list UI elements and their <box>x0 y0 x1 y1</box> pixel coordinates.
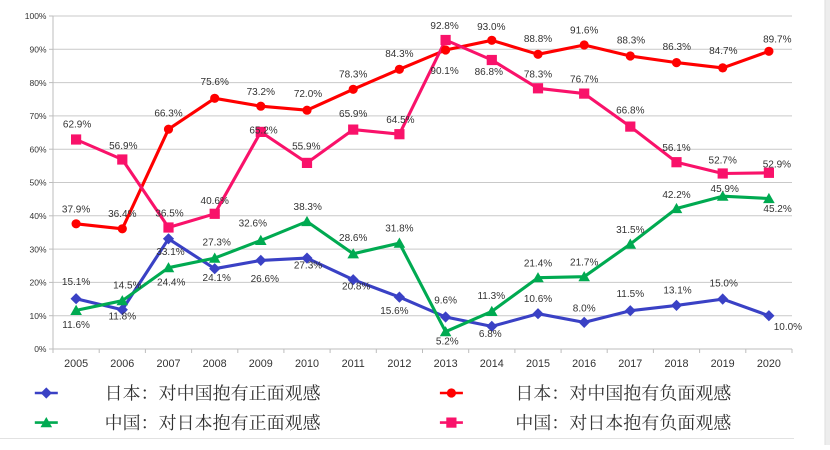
svg-text:11.3%: 11.3% <box>477 291 505 302</box>
svg-text:65.2%: 65.2% <box>249 125 277 136</box>
svg-text:2018: 2018 <box>664 358 688 370</box>
svg-text:90%: 90% <box>29 45 46 55</box>
svg-text:11.5%: 11.5% <box>616 289 644 300</box>
svg-text:2016: 2016 <box>572 358 596 370</box>
svg-text:31.5%: 31.5% <box>616 225 644 236</box>
svg-text:75.6%: 75.6% <box>201 77 229 88</box>
svg-text:40.6%: 40.6% <box>201 196 229 207</box>
svg-text:91.6%: 91.6% <box>570 25 598 36</box>
svg-text:14.5%: 14.5% <box>113 280 141 291</box>
svg-text:2006: 2006 <box>110 358 134 370</box>
svg-text:0%: 0% <box>34 344 47 354</box>
svg-text:26.6%: 26.6% <box>251 274 279 285</box>
svg-text:37.9%: 37.9% <box>62 204 90 215</box>
svg-text:10.0%: 10.0% <box>774 322 802 333</box>
svg-text:10%: 10% <box>29 311 46 321</box>
svg-text:40%: 40% <box>29 211 46 221</box>
svg-text:31.8%: 31.8% <box>385 224 413 235</box>
svg-text:36.4%: 36.4% <box>108 209 136 220</box>
svg-text:88.8%: 88.8% <box>524 34 552 45</box>
svg-text:84.3%: 84.3% <box>385 49 413 60</box>
svg-text:89.7%: 89.7% <box>763 35 791 46</box>
svg-text:72.0%: 72.0% <box>294 89 322 100</box>
svg-text:36.5%: 36.5% <box>155 209 183 220</box>
svg-text:52.9%: 52.9% <box>763 159 791 170</box>
svg-text:20.8%: 20.8% <box>342 282 370 293</box>
svg-text:33.1%: 33.1% <box>156 247 184 258</box>
svg-text:2012: 2012 <box>387 358 411 370</box>
svg-text:11.8%: 11.8% <box>108 312 136 323</box>
svg-text:88.3%: 88.3% <box>617 36 645 47</box>
svg-text:78.3%: 78.3% <box>339 70 367 81</box>
svg-text:10.6%: 10.6% <box>524 294 552 305</box>
svg-text:86.8%: 86.8% <box>475 67 503 78</box>
svg-text:20%: 20% <box>29 278 46 288</box>
svg-text:45.9%: 45.9% <box>711 184 739 195</box>
svg-text:70%: 70% <box>29 111 46 121</box>
svg-text:93.0%: 93.0% <box>477 22 505 33</box>
svg-text:50%: 50% <box>29 178 46 188</box>
svg-text:2014: 2014 <box>480 358 504 370</box>
svg-text:2020: 2020 <box>757 358 781 370</box>
svg-text:2011: 2011 <box>342 358 365 370</box>
svg-text:66.8%: 66.8% <box>616 106 644 117</box>
svg-text:2008: 2008 <box>203 358 227 370</box>
svg-text:42.2%: 42.2% <box>662 190 690 201</box>
svg-text:13.1%: 13.1% <box>663 285 691 296</box>
svg-text:92.8%: 92.8% <box>430 21 458 32</box>
svg-text:11.6%: 11.6% <box>62 320 90 331</box>
svg-text:45.2%: 45.2% <box>763 204 791 215</box>
svg-text:5.2%: 5.2% <box>436 337 459 348</box>
svg-text:65.9%: 65.9% <box>339 109 367 120</box>
svg-text:32.6%: 32.6% <box>239 219 267 230</box>
svg-text:56.9%: 56.9% <box>109 141 137 152</box>
svg-text:8.0%: 8.0% <box>573 303 596 314</box>
svg-text:73.2%: 73.2% <box>247 87 275 98</box>
svg-text:21.7%: 21.7% <box>570 257 598 268</box>
svg-text:64.5%: 64.5% <box>386 115 414 126</box>
svg-text:2009: 2009 <box>249 358 273 370</box>
svg-text:55.9%: 55.9% <box>292 141 320 152</box>
svg-text:30%: 30% <box>29 244 46 254</box>
svg-text:24.4%: 24.4% <box>157 278 185 289</box>
svg-text:15.0%: 15.0% <box>710 278 738 289</box>
svg-text:15.1%: 15.1% <box>62 277 90 288</box>
svg-text:24.1%: 24.1% <box>203 273 231 284</box>
svg-text:100%: 100% <box>25 11 47 21</box>
svg-text:2010: 2010 <box>295 358 319 370</box>
svg-text:56.1%: 56.1% <box>662 143 690 154</box>
svg-text:60%: 60% <box>29 144 46 154</box>
svg-text:84.7%: 84.7% <box>709 46 737 57</box>
svg-text:52.7%: 52.7% <box>709 156 737 167</box>
svg-text:86.3%: 86.3% <box>663 42 691 53</box>
svg-text:38.3%: 38.3% <box>294 202 322 213</box>
svg-text:28.6%: 28.6% <box>339 233 367 244</box>
svg-text:62.9%: 62.9% <box>63 120 91 131</box>
svg-text:2007: 2007 <box>156 358 180 370</box>
svg-text:27.3%: 27.3% <box>203 238 231 249</box>
svg-text:2017: 2017 <box>618 358 642 370</box>
svg-text:9.6%: 9.6% <box>434 296 457 307</box>
svg-text:90.1%: 90.1% <box>430 66 458 77</box>
svg-text:76.7%: 76.7% <box>570 75 598 86</box>
svg-text:21.4%: 21.4% <box>524 259 552 270</box>
svg-text:6.8%: 6.8% <box>479 329 502 340</box>
svg-text:2015: 2015 <box>526 358 550 370</box>
svg-text:2013: 2013 <box>434 358 458 370</box>
svg-text:66.3%: 66.3% <box>154 109 182 120</box>
svg-text:15.6%: 15.6% <box>380 306 408 317</box>
svg-text:27.3%: 27.3% <box>294 261 322 272</box>
svg-text:80%: 80% <box>29 78 46 88</box>
svg-text:2005: 2005 <box>64 358 88 370</box>
svg-text:2019: 2019 <box>711 358 735 370</box>
svg-text:78.3%: 78.3% <box>524 69 552 80</box>
